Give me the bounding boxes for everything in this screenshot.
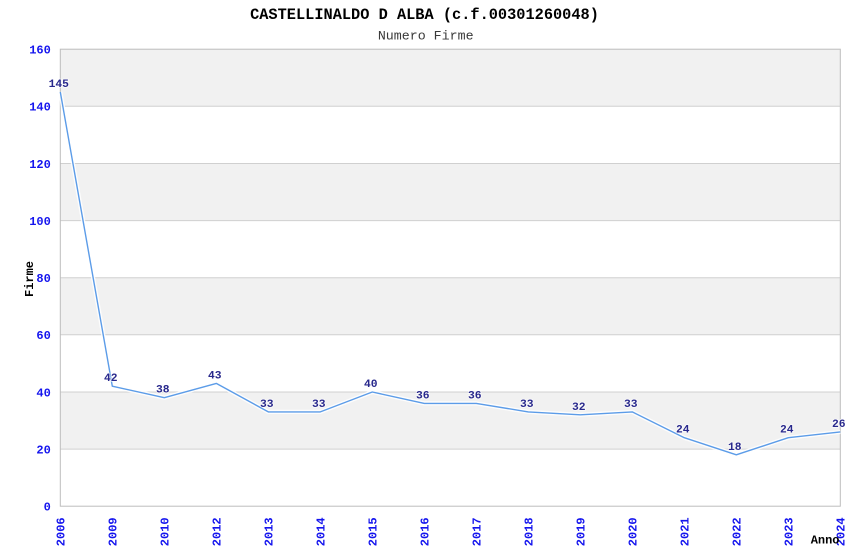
svg-text:CASTELLINALDO D ALBA (c.f.0030: CASTELLINALDO D ALBA (c.f.00301260048)	[250, 6, 599, 24]
svg-text:140: 140	[29, 101, 51, 115]
svg-text:2012: 2012	[211, 517, 225, 546]
svg-text:33: 33	[624, 399, 638, 411]
svg-text:26: 26	[832, 419, 846, 431]
svg-text:40: 40	[364, 379, 378, 391]
svg-text:Firme: Firme	[23, 261, 37, 297]
svg-text:2016: 2016	[419, 517, 433, 546]
svg-text:2020: 2020	[627, 517, 641, 546]
svg-text:145: 145	[49, 79, 70, 91]
svg-text:24: 24	[676, 425, 690, 437]
svg-text:100: 100	[29, 215, 51, 229]
svg-text:43: 43	[208, 370, 222, 382]
svg-text:42: 42	[104, 373, 118, 385]
svg-text:160: 160	[29, 44, 51, 58]
svg-text:120: 120	[29, 158, 51, 172]
svg-text:36: 36	[416, 390, 430, 402]
svg-text:2022: 2022	[731, 517, 745, 546]
svg-text:2024: 2024	[835, 517, 849, 546]
svg-text:33: 33	[260, 399, 274, 411]
svg-text:2017: 2017	[471, 517, 485, 546]
svg-text:2014: 2014	[315, 517, 329, 546]
svg-text:0: 0	[44, 501, 51, 515]
svg-text:2013: 2013	[263, 517, 277, 546]
svg-text:40: 40	[36, 386, 50, 400]
svg-text:80: 80	[36, 272, 50, 286]
svg-text:2009: 2009	[107, 517, 121, 546]
svg-text:36: 36	[468, 390, 482, 402]
svg-text:2006: 2006	[55, 517, 69, 546]
svg-text:24: 24	[780, 425, 794, 437]
svg-text:60: 60	[36, 329, 50, 343]
svg-text:2015: 2015	[367, 517, 381, 546]
svg-text:2010: 2010	[159, 517, 173, 546]
svg-text:Anno: Anno	[811, 534, 840, 548]
svg-text:33: 33	[312, 399, 326, 411]
svg-text:18: 18	[728, 442, 742, 454]
svg-text:2023: 2023	[783, 517, 797, 546]
svg-text:33: 33	[520, 399, 534, 411]
svg-text:20: 20	[36, 443, 50, 457]
svg-text:2021: 2021	[679, 517, 693, 546]
svg-text:32: 32	[572, 402, 586, 414]
svg-text:2018: 2018	[523, 517, 537, 546]
svg-text:2019: 2019	[575, 517, 589, 546]
svg-text:Numero Firme: Numero Firme	[378, 29, 474, 44]
svg-text:38: 38	[156, 385, 170, 397]
